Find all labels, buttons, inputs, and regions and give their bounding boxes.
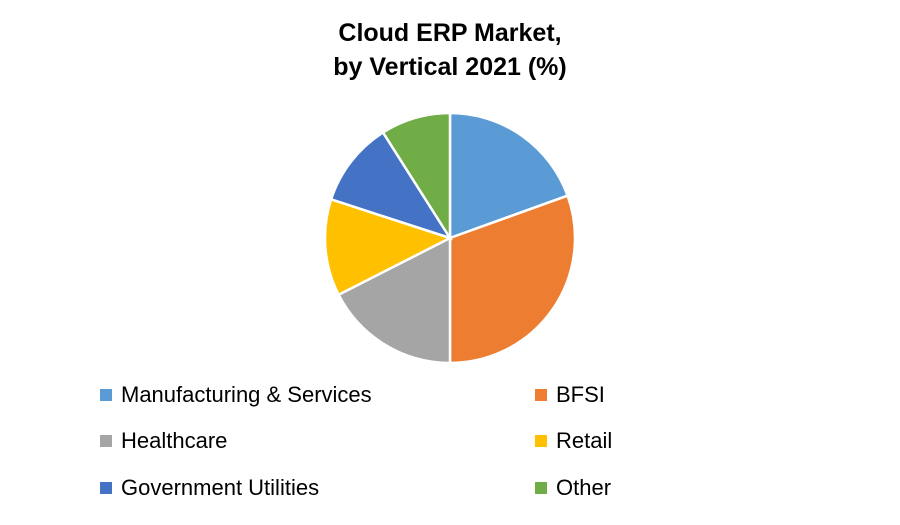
legend-item: BFSI — [535, 382, 605, 408]
legend-swatch — [100, 389, 112, 401]
legend-swatch — [100, 482, 112, 494]
legend-swatch — [535, 482, 547, 494]
pie-slice-retail — [323, 197, 454, 297]
chart-title: Cloud ERP Market, by Vertical 2021 (%) — [0, 16, 900, 84]
legend-label: Retail — [556, 428, 613, 453]
pie-slice-government-utilities — [329, 130, 453, 241]
legend-label: BFSI — [556, 382, 605, 407]
legend-item: Manufacturing & Services — [100, 382, 372, 408]
chart-title-line-2: by Vertical 2021 (%) — [333, 53, 567, 81]
chart-title-line-1: Cloud ERP Market, — [338, 19, 562, 47]
legend-item: Healthcare — [100, 428, 227, 454]
legend-swatch — [535, 389, 547, 401]
legend-swatch — [100, 435, 112, 447]
pie-slice-other — [381, 111, 452, 243]
legend-label: Healthcare — [121, 428, 228, 453]
legend-label: Other — [556, 475, 612, 500]
legend-swatch — [535, 435, 547, 447]
pie-slice-manufacturing-services — [448, 111, 570, 240]
legend-label: Government Utilities — [121, 475, 320, 500]
chart-legend: Manufacturing & Services BFSI Healthcare Re… — [100, 382, 660, 512]
legend-item: Other — [535, 475, 611, 501]
pie-chart — [323, 111, 577, 365]
legend-item: Government Utilities — [100, 475, 319, 501]
legend-item: Retail — [535, 428, 612, 454]
pie-slice-bfsi — [448, 194, 577, 365]
legend-label: Manufacturing & Services — [121, 382, 372, 407]
pie-slice-healthcare — [336, 235, 452, 365]
